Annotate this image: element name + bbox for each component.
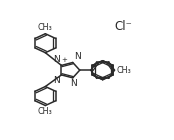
Text: N: N xyxy=(70,79,76,88)
Text: Cl⁻: Cl⁻ xyxy=(114,20,132,33)
Text: N: N xyxy=(53,76,60,85)
Text: CH₃: CH₃ xyxy=(117,66,131,75)
Text: CH₃: CH₃ xyxy=(38,23,53,32)
Text: N: N xyxy=(54,55,60,64)
Text: N: N xyxy=(74,52,81,61)
Text: +: + xyxy=(62,57,68,63)
Text: CH₃: CH₃ xyxy=(38,107,53,116)
